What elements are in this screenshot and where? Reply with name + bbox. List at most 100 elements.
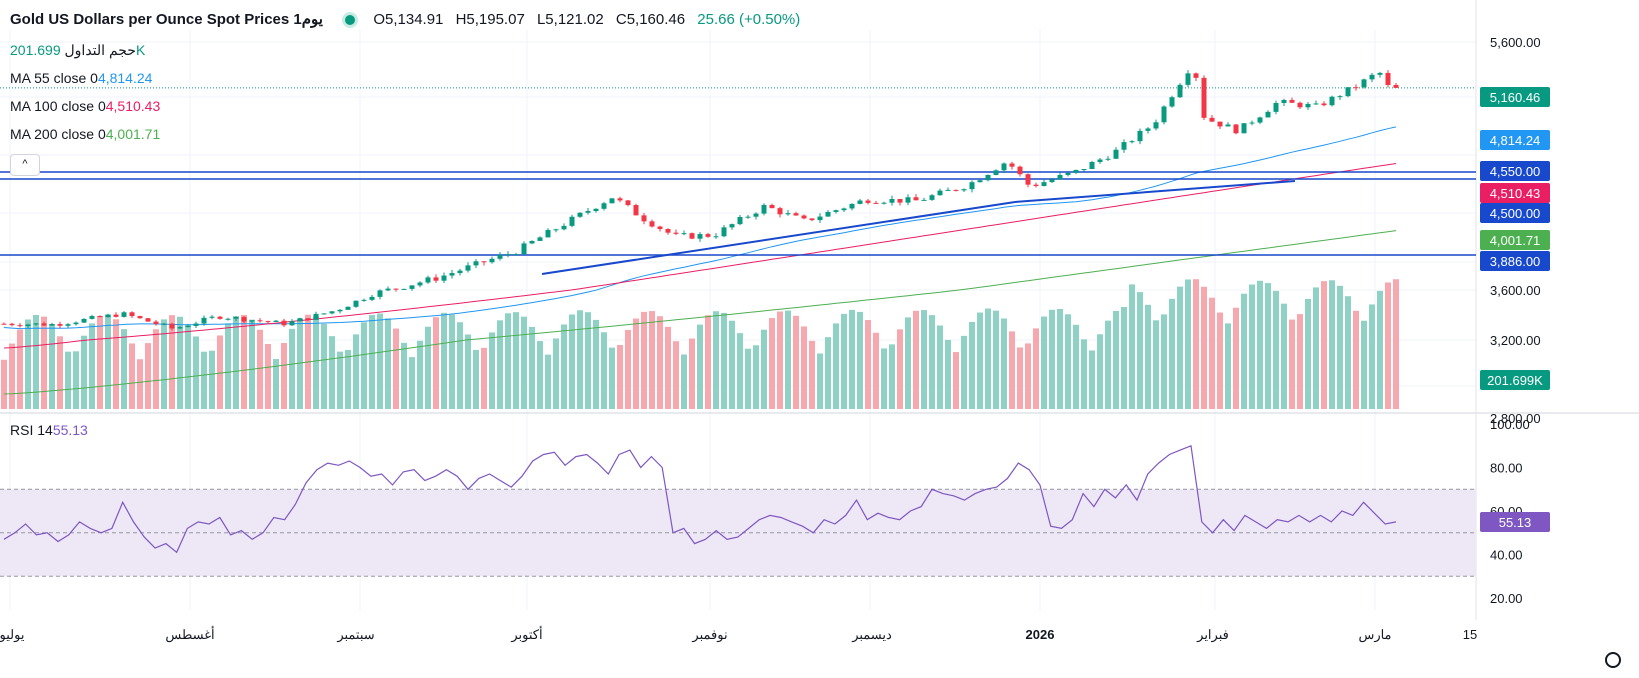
rsi-legend[interactable]: RSI 1455.13 [10,422,88,438]
volume-bar [41,316,47,409]
time-tick-label: أكتوبر [510,626,542,643]
candle-body [1345,87,1351,97]
candle-body [369,296,375,300]
candle-body [977,180,983,183]
volume-bar [385,318,391,409]
volume-bar [1081,339,1087,409]
candle-body [417,282,423,286]
candle-body [1249,122,1255,124]
volume-bar [1241,293,1247,409]
candle-body [577,212,583,217]
candle-body [1,323,7,325]
candle-body [609,198,615,204]
volume-bar [1001,318,1007,409]
candle-body [1129,141,1135,143]
candle-body [281,320,287,326]
level-4500-tag [1480,203,1550,223]
volume-bar [769,318,775,409]
candle-body [1201,77,1207,118]
volume-bar [737,333,743,409]
volume-bars [1,279,1399,409]
rsi-price-label: 55.13 [1499,515,1532,530]
candle-body [625,200,631,206]
candle-body [41,323,47,326]
volume-bar [1257,280,1263,409]
candle-body [1065,172,1071,175]
ma55-legend[interactable]: MA 55 close 04,814.24 [10,70,152,86]
volume-bar [1289,319,1295,409]
candle-body [929,195,935,200]
candle-body [793,213,799,216]
candle-body [361,299,367,301]
volume-bar [361,322,367,409]
drawing-lines [0,87,1476,275]
candle-body [777,208,783,215]
candle-body [705,234,711,237]
collapse-legend-button[interactable]: ^ [10,154,40,176]
candle-body [81,318,87,323]
candle-body [121,312,127,317]
candle-body [825,211,831,217]
volume-bar [1281,303,1287,409]
candle-body [17,325,23,327]
candle-body [569,216,575,226]
candle-body [321,313,327,315]
volume-label: حجم التداول [64,42,136,58]
volume-price-tag [1480,370,1550,390]
candle-body [993,170,999,175]
volume-bar [1049,309,1055,409]
ma100-line [3,163,1397,349]
volume-bar [601,332,607,409]
candle-body [1289,99,1295,103]
volume-bar [921,310,927,409]
volume-bar [745,348,751,409]
candle-body [561,225,567,230]
interval-label[interactable]: 1يوم [293,11,323,28]
ma100-legend[interactable]: MA 100 close 04,510.43 [10,98,160,114]
volume-bar [961,335,967,409]
moving-averages [3,126,1397,395]
volume-bar [1209,297,1215,409]
volume-bar [81,335,87,409]
candle-body [1193,73,1199,78]
level-4550-label: 4,550.00 [1490,164,1541,179]
rsi-line [3,444,1397,554]
time-tick-label: نوفمبر [691,627,727,643]
candle-body [409,285,415,289]
candle-body [145,318,151,322]
volume-bar [849,309,855,409]
candle-body [481,261,487,263]
volume-bar [209,350,215,409]
candle-body [985,174,991,181]
volume-bar [17,329,23,409]
candle-body [1369,74,1375,80]
candle-body [33,323,39,325]
volume-price-label: 201.699K [1487,373,1543,388]
volume-bar [1385,282,1391,409]
volume-bar [377,313,383,409]
volume-bar [505,313,511,409]
candle-body [385,288,391,291]
volume-bar [1025,343,1031,409]
volume-bar [1089,350,1095,409]
volume-legend[interactable]: حجم التداول 201.699K [10,42,145,59]
candle-body [1041,182,1047,187]
volume-bar [529,326,535,409]
candle-body [1097,159,1103,163]
candle-body [137,316,143,319]
ma200-legend[interactable]: MA 200 close 04,001.71 [10,126,160,142]
time-tick-label: يوليو [0,627,25,643]
volume-bar [545,354,551,409]
settings-gear-icon[interactable] [1605,652,1621,668]
candle-body [697,234,703,239]
candle-body [593,208,599,212]
candle-body [401,288,407,290]
candle-body [313,313,319,320]
volume-bar [97,316,103,409]
candle-body [185,325,191,328]
candle-body [257,320,263,322]
candle-body [953,189,959,191]
last-close-label: 5,160.46 [1490,90,1541,105]
volume-bar [473,349,479,409]
volume-bar [417,340,423,409]
